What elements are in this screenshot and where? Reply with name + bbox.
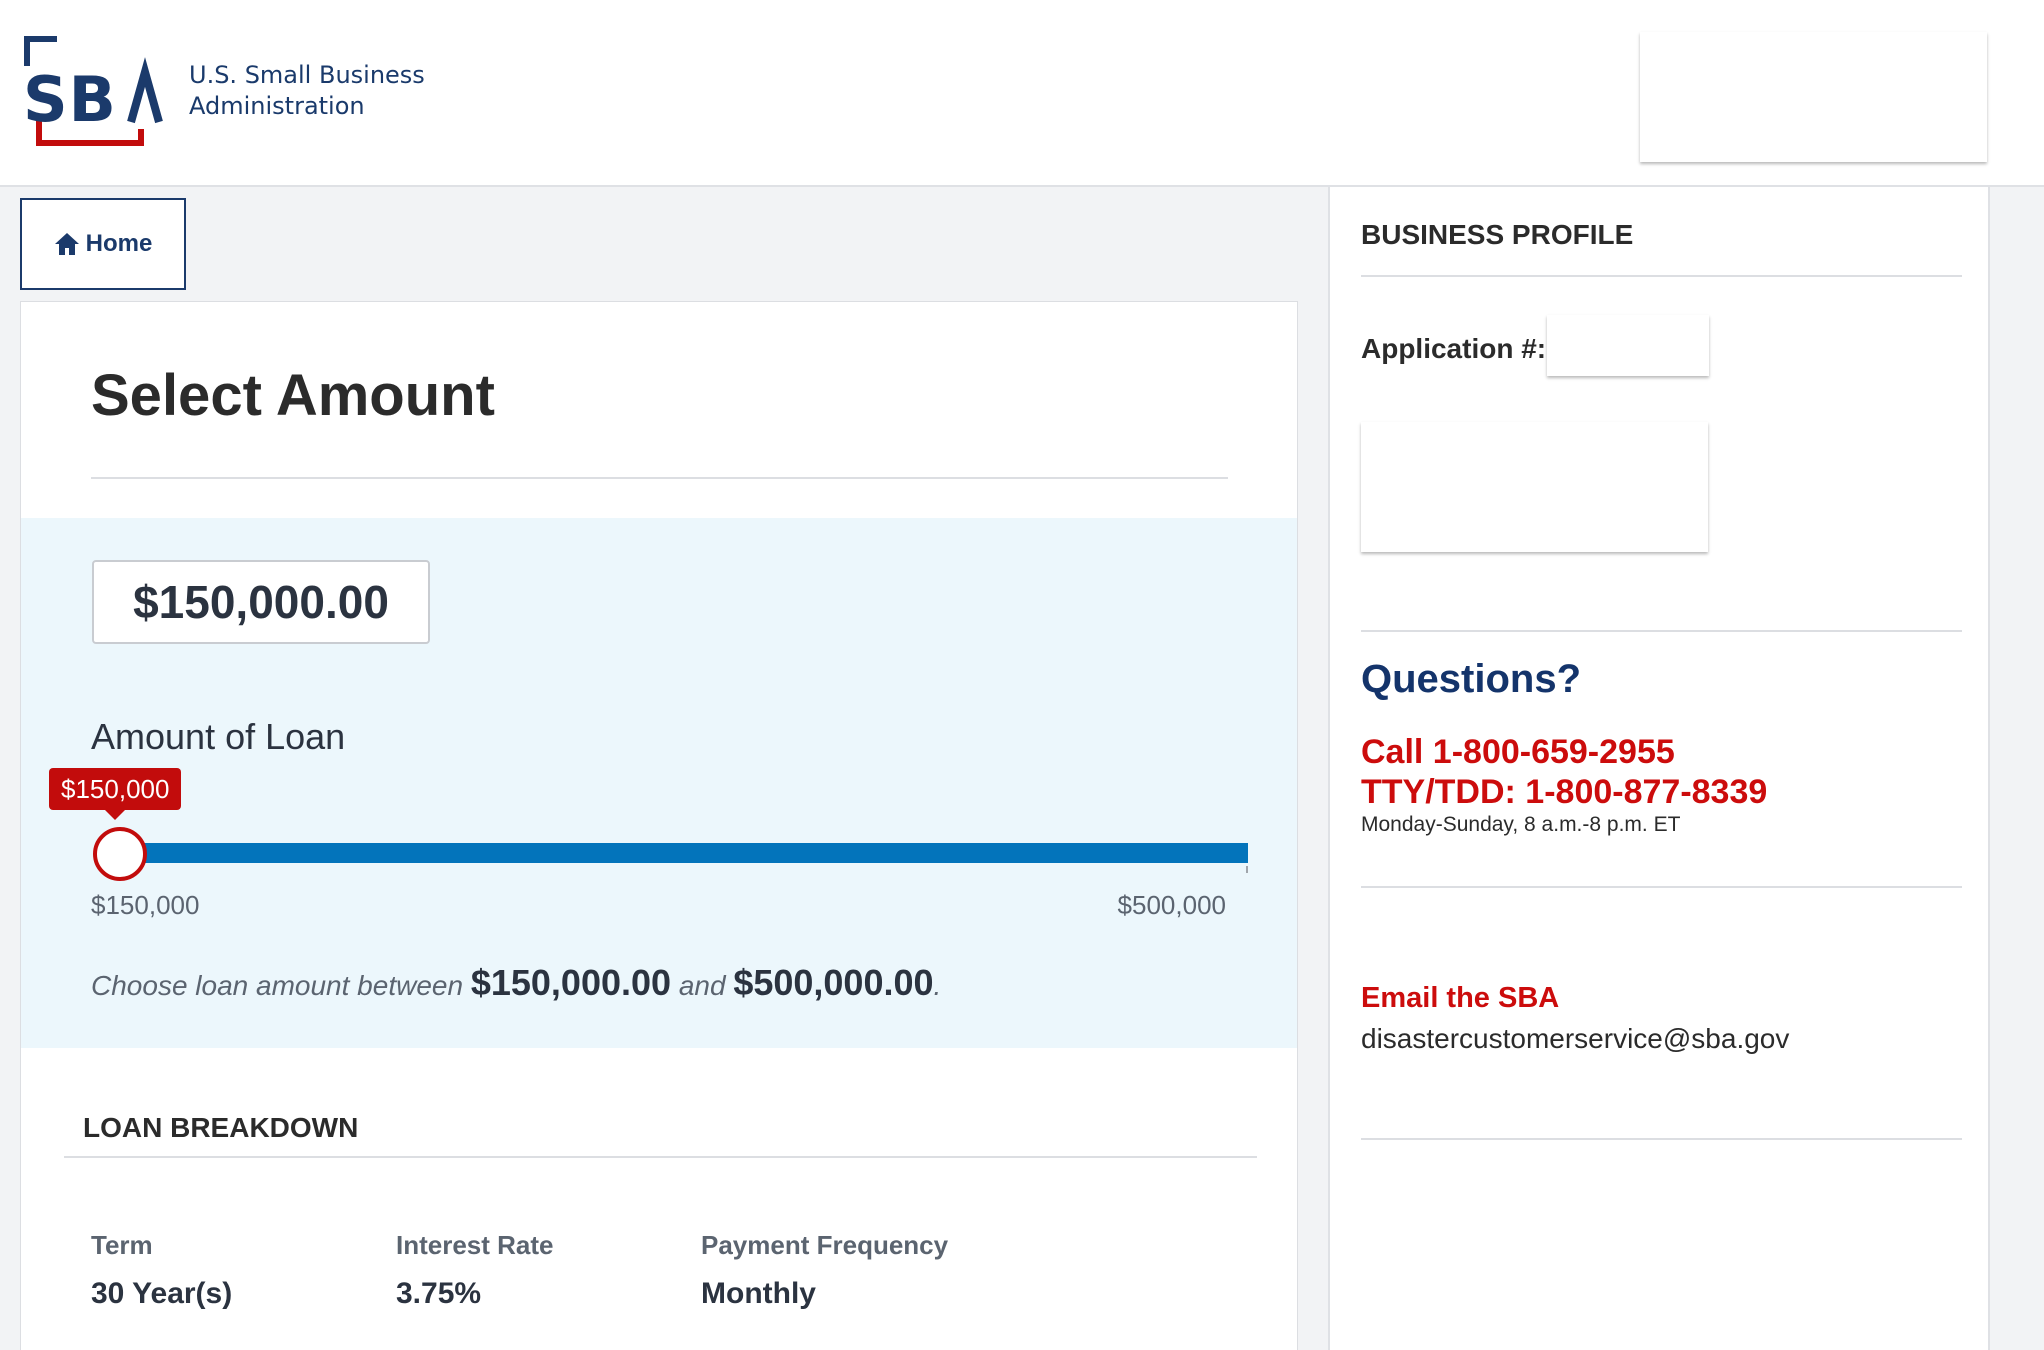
application-number-value: [1547, 315, 1709, 376]
loan-breakdown-title: LOAN BREAKDOWN: [83, 1112, 359, 1143]
breakdown-divider: [64, 1156, 1257, 1158]
amount-panel: $150,000.00 Amount of Loan $150,000 $150…: [21, 518, 1297, 1048]
contact-phones: Call 1-800-659-2955 TTY/TDD: 1-800-877-8…: [1361, 732, 1767, 812]
profile-divider: [1361, 275, 1962, 277]
svg-text:SB: SB: [23, 63, 117, 136]
agency-name-line1: U.S. Small Business: [189, 61, 425, 89]
term-value: 30 Year(s): [91, 1277, 233, 1310]
term-label: Term: [91, 1230, 153, 1260]
payment-frequency-label: Payment Frequency: [701, 1230, 949, 1260]
interest-rate-value: 3.75%: [396, 1277, 482, 1310]
range-note-prefix: Choose loan amount between: [91, 970, 464, 1001]
slider-value-tooltip: $150,000: [49, 768, 182, 820]
range-note-suffix: .: [933, 970, 942, 1001]
title-divider: [91, 477, 1228, 479]
email-sba-link[interactable]: Email the SBA: [1361, 982, 1560, 1014]
breakdown-payment-frequency: Payment Frequency Monthly: [701, 1230, 948, 1311]
support-hours: Monday-Sunday, 8 a.m.-8 p.m. ET: [1361, 813, 1681, 836]
loan-amount-slider-handle[interactable]: [93, 827, 147, 881]
business-profile-title: BUSINESS PROFILE: [1361, 219, 1634, 250]
email-divider-bottom: [1361, 1138, 1962, 1140]
questions-divider-top: [1361, 630, 1962, 632]
home-icon: [54, 233, 79, 255]
range-max-amount: $500,000.00: [733, 962, 934, 1003]
payment-frequency-value: Monthly: [701, 1277, 816, 1310]
range-note: Choose loan amount between $150,000.00 a…: [91, 962, 941, 1004]
breakdown-term: Term 30 Year(s): [91, 1230, 232, 1311]
slider-min-label: $150,000: [91, 890, 200, 920]
breakdown-interest-rate: Interest Rate 3.75%: [396, 1230, 554, 1311]
business-details-panel: [1361, 422, 1708, 552]
site-header: SB U.S. Small Business Administration: [0, 0, 2044, 187]
loan-amount-card: Select Amount $150,000.00 Amount of Loan…: [20, 301, 1298, 1350]
application-number-label: Application #:: [1361, 333, 1547, 364]
loan-amount-slider-track[interactable]: [115, 843, 1248, 863]
slider-max-tick: [1246, 866, 1248, 873]
agency-name-line2: Administration: [189, 92, 365, 120]
agency-name: U.S. Small Business Administration: [189, 60, 425, 122]
loan-amount-input[interactable]: $150,000.00: [92, 560, 430, 644]
tty-link[interactable]: TTY/TDD: 1-800-877-8339: [1361, 773, 1768, 811]
home-button[interactable]: Home: [20, 198, 186, 290]
email-divider-top: [1361, 886, 1962, 888]
questions-title: Questions?: [1361, 657, 1582, 701]
email-address[interactable]: disastercustomerservice@sba.gov: [1361, 1023, 1790, 1054]
range-note-and: and: [678, 970, 726, 1001]
interest-rate-label: Interest Rate: [396, 1230, 554, 1260]
range-min-amount: $150,000.00: [470, 962, 672, 1003]
home-label: Home: [85, 230, 153, 257]
business-profile-sidebar: BUSINESS PROFILE Application #: Question…: [1328, 187, 1990, 1350]
sba-logo[interactable]: SB: [23, 36, 165, 146]
phone-link[interactable]: Call 1-800-659-2955: [1361, 733, 1675, 771]
page-title: Select Amount: [91, 363, 495, 428]
slider-max-label: $500,000: [1117, 890, 1226, 920]
amount-label: Amount of Loan: [91, 716, 346, 757]
header-user-panel: [1640, 32, 1987, 162]
